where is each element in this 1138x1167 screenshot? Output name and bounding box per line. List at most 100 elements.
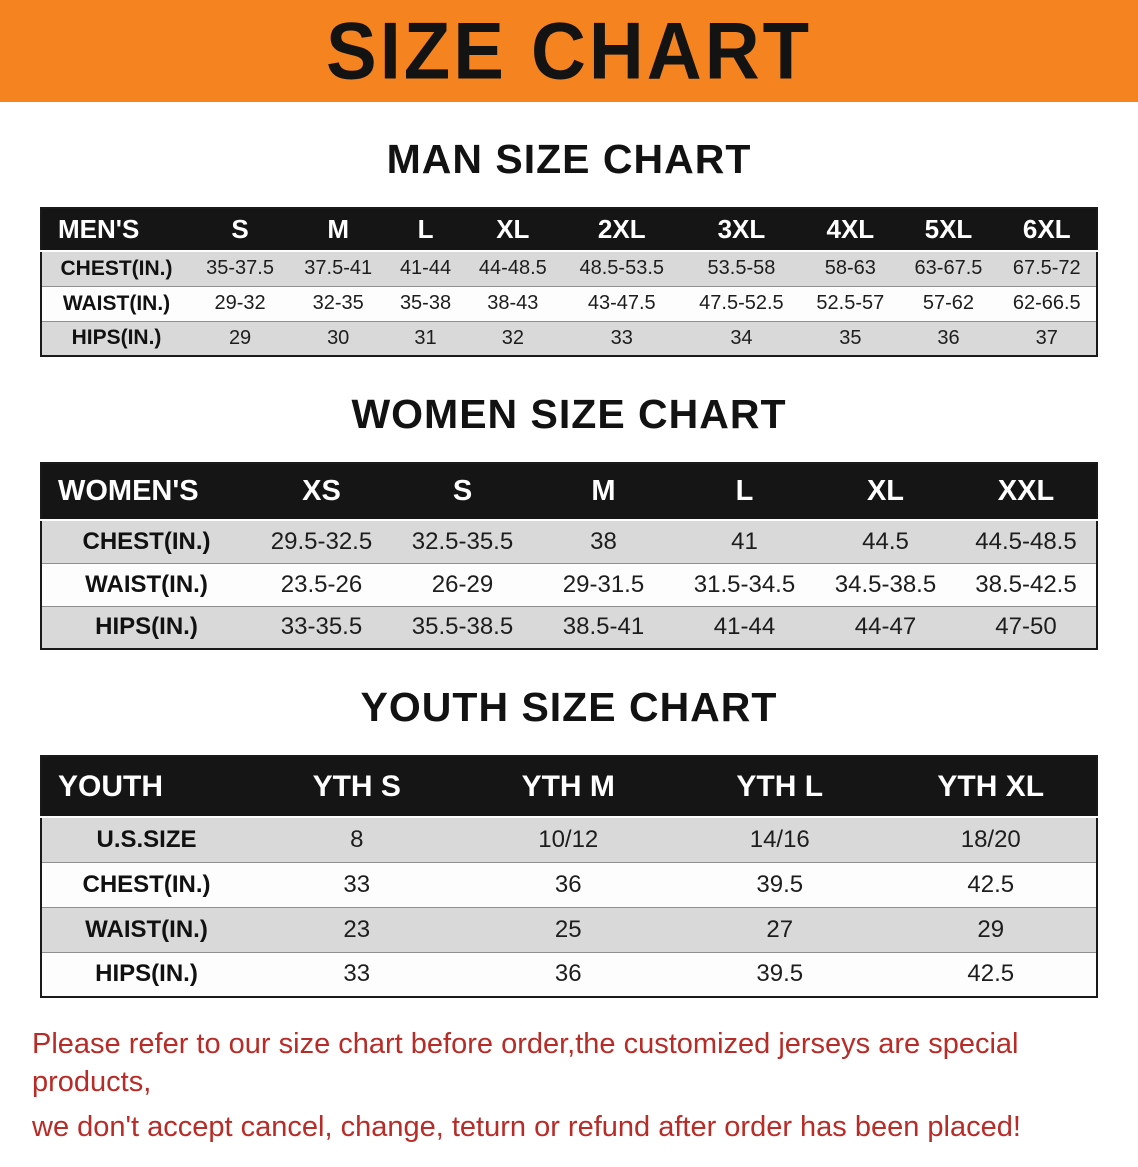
size-header-cell: M bbox=[289, 208, 388, 251]
mens-title-cell: MEN'S bbox=[41, 208, 191, 251]
value-cell: 25 bbox=[554, 915, 582, 943]
youth-heading: YOUTH SIZE CHART bbox=[360, 684, 778, 730]
value-cell: 39.5 bbox=[756, 870, 804, 898]
value-cell: 27 bbox=[766, 915, 794, 943]
value-cell: 38-43 bbox=[487, 292, 539, 314]
value-cell: 47.5-52.5 bbox=[699, 292, 784, 314]
size-header-cell: 2XL bbox=[561, 208, 682, 251]
header-row: YOUTH YTH S YTH M YTH L YTH XL bbox=[41, 756, 1097, 817]
value-cell: 53.5-58 bbox=[707, 257, 776, 280]
mens-heading: MAN SIZE CHART bbox=[386, 136, 752, 182]
value-cell: 8 bbox=[350, 825, 364, 853]
value-cell: 43-47.5 bbox=[587, 292, 656, 314]
value-cell: 62-66.5 bbox=[1012, 292, 1081, 314]
value-cell: 29 bbox=[228, 326, 252, 349]
table-row: CHEST(IN.) 33 36 39.5 42.5 bbox=[41, 862, 1097, 907]
youth-title-cell: YOUTH bbox=[41, 756, 251, 817]
value-cell: 44.5-48.5 bbox=[975, 527, 1077, 555]
value-cell: 31 bbox=[414, 326, 437, 349]
size-header-cell: M bbox=[533, 463, 674, 520]
size-header-cell: L bbox=[387, 208, 464, 251]
disclaimer-line-2: we don't accept cancel, change, teturn o… bbox=[32, 1111, 1021, 1144]
disclaimer-line-1: Please refer to our size chart before or… bbox=[32, 1028, 1019, 1098]
value-cell: 23.5-26 bbox=[280, 570, 363, 598]
mens-size-table: MEN'S S M L XL 2XL 3XL 4XL 5XL 6XL CHEST(IN.) 35-37… bbox=[40, 207, 1098, 357]
value-cell: 36 bbox=[937, 326, 960, 349]
womens-heading: WOMEN SIZE CHART bbox=[351, 391, 787, 437]
value-cell: 44.5 bbox=[862, 527, 909, 555]
value-cell: 26-29 bbox=[431, 570, 494, 598]
size-header-cell: 3XL bbox=[681, 208, 802, 251]
value-cell: 38.5-41 bbox=[562, 613, 645, 641]
header-row: MEN'S S M L XL 2XL 3XL 4XL 5XL 6XL bbox=[41, 208, 1097, 251]
size-header-cell: YTH XL bbox=[885, 756, 1097, 817]
row-label: HIPS(IN.) bbox=[95, 613, 198, 641]
value-cell: 42.5 bbox=[967, 960, 1015, 988]
size-header-cell: 6XL bbox=[997, 208, 1097, 251]
value-cell: 44-48.5 bbox=[478, 257, 547, 280]
size-header-cell: L bbox=[674, 463, 815, 520]
value-cell: 63-67.5 bbox=[914, 257, 983, 280]
table-row: CHEST(IN.) 35-37.5 37.5-41 41-44 44-48.5 48.5… bbox=[41, 251, 1097, 286]
value-cell: 33 bbox=[343, 870, 371, 898]
size-header-cell: 4XL bbox=[801, 208, 900, 251]
value-cell: 34.5-38.5 bbox=[834, 570, 937, 598]
value-cell: 67.5-72 bbox=[1012, 257, 1081, 280]
value-cell: 33 bbox=[610, 326, 633, 349]
size-header-cell: XXL bbox=[956, 463, 1097, 520]
value-cell: 38.5-42.5 bbox=[975, 570, 1077, 598]
table-row: HIPS(IN.) 33 36 39.5 42.5 bbox=[41, 952, 1097, 997]
table-row: HIPS(IN.) 33-35.5 35.5-38.5 38.5-41 41-44 44-… bbox=[41, 606, 1097, 649]
row-label: WAIST(IN.) bbox=[85, 570, 208, 598]
value-cell: 14/16 bbox=[749, 825, 810, 853]
womens-size-table: WOMEN'S XS S M L XL XXL CHEST(IN.) 29.5-32.5 32.5… bbox=[40, 462, 1098, 650]
value-cell: 37.5-41 bbox=[304, 257, 373, 280]
value-cell: 29-31.5 bbox=[562, 570, 645, 598]
value-cell: 44-47 bbox=[854, 613, 917, 641]
table-row: CHEST(IN.) 29.5-32.5 32.5-35.5 38 41 44.5 44.5… bbox=[41, 520, 1097, 563]
sections: MAN SIZE CHART MEN'S S M L XL 2XL 3XL 4XL 5XL 6XL C… bbox=[0, 136, 1138, 998]
row-label: HIPS(IN.) bbox=[95, 960, 198, 988]
value-cell: 23 bbox=[343, 915, 371, 943]
value-cell: 48.5-53.5 bbox=[579, 257, 664, 280]
value-cell: 33 bbox=[343, 960, 371, 988]
banner: SIZE CHART bbox=[0, 0, 1138, 102]
value-cell: 52.5-57 bbox=[816, 292, 885, 314]
size-header-cell: 5XL bbox=[899, 208, 998, 251]
value-cell: 38 bbox=[590, 527, 617, 555]
value-cell: 41-44 bbox=[399, 257, 452, 280]
value-cell: 35.5-38.5 bbox=[411, 613, 514, 641]
row-label: HIPS(IN.) bbox=[71, 326, 162, 350]
table-row: WAIST(IN.) 23 25 27 29 bbox=[41, 907, 1097, 952]
size-header-cell: YTH M bbox=[462, 756, 674, 817]
row-label: U.S.SIZE bbox=[96, 825, 197, 853]
value-cell: 41-44 bbox=[713, 613, 776, 641]
size-header-cell: XL bbox=[815, 463, 956, 520]
size-header-cell: XS bbox=[251, 463, 392, 520]
value-cell: 36 bbox=[554, 870, 582, 898]
value-cell: 57-62 bbox=[922, 292, 975, 314]
value-cell: 29.5-32.5 bbox=[270, 527, 373, 555]
size-header-cell: S bbox=[392, 463, 533, 520]
value-cell: 41 bbox=[731, 527, 758, 555]
size-header-cell: S bbox=[191, 208, 290, 251]
row-label: CHEST(IN.) bbox=[82, 527, 211, 555]
value-cell: 34 bbox=[730, 326, 753, 349]
row-label: WAIST(IN.) bbox=[62, 291, 171, 315]
disclaimer: Please refer to our size chart before or… bbox=[0, 998, 1138, 1167]
value-cell: 35-37.5 bbox=[206, 257, 274, 280]
value-cell: 35-38 bbox=[399, 292, 452, 314]
value-cell: 31.5-34.5 bbox=[693, 570, 796, 598]
youth-size-table: YOUTH YTH S YTH M YTH L YTH XL U.S.SIZE 8 10/12… bbox=[40, 755, 1098, 998]
value-cell: 29-32 bbox=[214, 292, 266, 314]
header-row: WOMEN'S XS S M L XL XXL bbox=[41, 463, 1097, 520]
value-cell: 32.5-35.5 bbox=[411, 527, 514, 555]
value-cell: 29 bbox=[977, 915, 1005, 943]
womens-title-cell: WOMEN'S bbox=[41, 463, 251, 520]
table-row: HIPS(IN.) 29 30 31 32 33 34 35 36 37 bbox=[41, 321, 1097, 356]
value-cell: 36 bbox=[554, 960, 582, 988]
value-cell: 35 bbox=[839, 326, 862, 349]
value-cell: 37 bbox=[1035, 326, 1058, 349]
row-label: CHEST(IN.) bbox=[82, 870, 211, 898]
